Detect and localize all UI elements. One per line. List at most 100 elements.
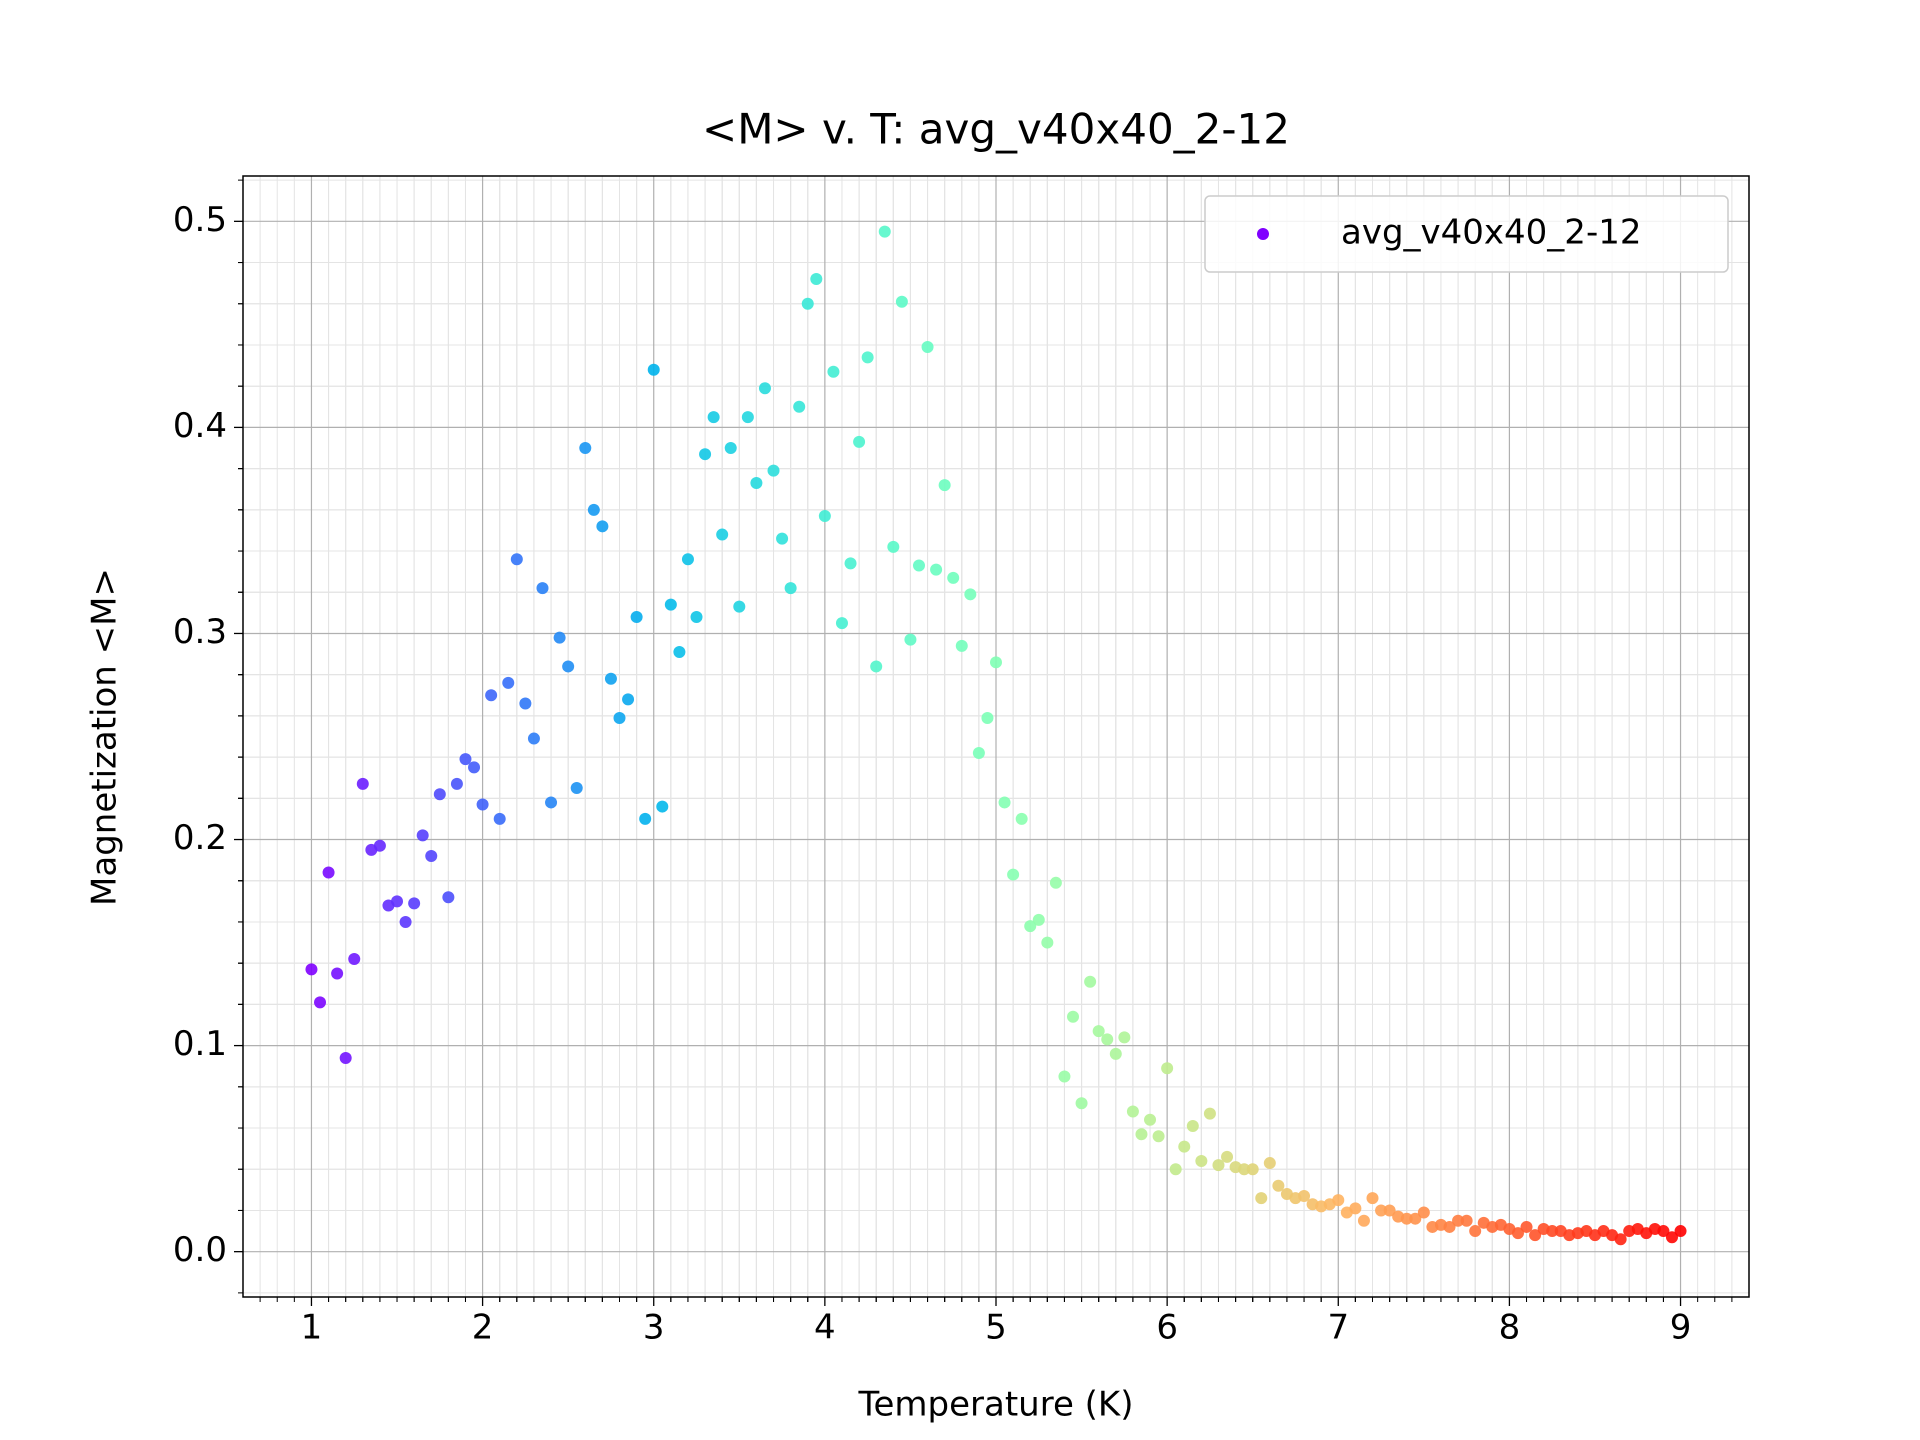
chart-title: <M> v. T: avg_v40x40_2-12 bbox=[702, 105, 1290, 154]
data-point bbox=[1255, 1192, 1268, 1205]
data-point bbox=[904, 633, 917, 646]
data-point bbox=[793, 400, 806, 413]
data-point bbox=[1007, 868, 1020, 881]
data-point bbox=[1520, 1220, 1533, 1233]
data-point bbox=[596, 520, 609, 533]
data-point bbox=[1075, 1097, 1088, 1110]
data-point bbox=[1272, 1179, 1285, 1192]
data-point bbox=[1067, 1010, 1080, 1023]
data-point bbox=[562, 660, 575, 673]
data-point bbox=[305, 963, 318, 976]
data-point bbox=[604, 672, 617, 685]
data-point bbox=[878, 225, 891, 238]
plot-frame bbox=[242, 175, 1750, 1298]
data-point bbox=[1221, 1150, 1234, 1163]
data-point bbox=[955, 639, 968, 652]
data-point bbox=[930, 563, 943, 576]
data-point bbox=[425, 850, 438, 863]
data-point bbox=[835, 617, 848, 630]
data-point bbox=[681, 553, 694, 566]
data-point bbox=[1546, 1225, 1559, 1238]
data-point bbox=[818, 510, 831, 523]
data-point bbox=[1665, 1231, 1678, 1244]
data-point bbox=[502, 676, 515, 689]
data-point bbox=[510, 553, 523, 566]
data-point bbox=[861, 351, 874, 364]
data-point bbox=[981, 711, 994, 724]
data-point bbox=[1529, 1229, 1542, 1242]
data-point bbox=[758, 382, 771, 395]
data-point bbox=[622, 693, 635, 706]
data-point bbox=[716, 528, 729, 541]
x-tick-label: 3 bbox=[643, 1308, 665, 1348]
data-point bbox=[1383, 1204, 1396, 1217]
data-point bbox=[416, 829, 429, 842]
x-tick-label: 8 bbox=[1499, 1308, 1521, 1348]
y-tick-label: 0.4 bbox=[173, 406, 227, 446]
data-point bbox=[553, 631, 566, 644]
data-point bbox=[707, 411, 720, 424]
data-point bbox=[690, 610, 703, 623]
data-point bbox=[1092, 1025, 1105, 1038]
data-point bbox=[1357, 1214, 1370, 1227]
data-point bbox=[750, 477, 763, 490]
legend-marker bbox=[1257, 228, 1269, 240]
data-point bbox=[895, 295, 908, 308]
data-point bbox=[639, 812, 652, 825]
data-point bbox=[1366, 1192, 1379, 1205]
data-point bbox=[870, 660, 883, 673]
data-point bbox=[1674, 1225, 1687, 1238]
data-point bbox=[673, 646, 686, 659]
data-point bbox=[1015, 812, 1028, 825]
data-point bbox=[536, 582, 549, 595]
data-point bbox=[998, 796, 1011, 809]
data-point bbox=[1169, 1163, 1182, 1176]
y-tick-label: 0.1 bbox=[173, 1024, 227, 1064]
data-point bbox=[947, 571, 960, 584]
data-point bbox=[741, 411, 754, 424]
data-point bbox=[801, 297, 814, 310]
data-point bbox=[1409, 1212, 1422, 1225]
data-point bbox=[767, 464, 780, 477]
data-point bbox=[519, 697, 532, 710]
data-point bbox=[1144, 1113, 1157, 1126]
data-point bbox=[1246, 1163, 1259, 1176]
data-point bbox=[1126, 1105, 1139, 1118]
data-point bbox=[1041, 936, 1054, 949]
data-point bbox=[493, 812, 506, 825]
data-point bbox=[1118, 1031, 1131, 1044]
data-point bbox=[527, 732, 540, 745]
data-point bbox=[887, 540, 900, 553]
data-point bbox=[1049, 876, 1062, 889]
data-point bbox=[1101, 1033, 1114, 1046]
data-point bbox=[1109, 1047, 1122, 1060]
y-tick-label: 0.5 bbox=[173, 200, 227, 240]
data-point bbox=[1469, 1225, 1482, 1238]
data-point bbox=[348, 953, 361, 966]
data-point bbox=[1135, 1128, 1148, 1141]
data-point bbox=[1024, 920, 1037, 933]
data-point bbox=[1238, 1163, 1251, 1176]
data-point bbox=[776, 532, 789, 545]
data-point bbox=[468, 761, 481, 774]
y-tick-label: 0.2 bbox=[173, 818, 227, 858]
data-point bbox=[844, 557, 857, 570]
data-point bbox=[485, 689, 498, 702]
data-point bbox=[1657, 1225, 1670, 1238]
data-point bbox=[373, 839, 386, 852]
data-point bbox=[613, 711, 626, 724]
data-point bbox=[391, 895, 404, 908]
data-point bbox=[912, 559, 925, 572]
x-tick-label: 2 bbox=[472, 1308, 494, 1348]
x-axis-label: Temperature (K) bbox=[857, 1385, 1133, 1425]
data-point bbox=[476, 798, 489, 811]
x-tick-label: 4 bbox=[814, 1308, 836, 1348]
legend-box bbox=[1204, 195, 1729, 273]
data-point bbox=[827, 365, 840, 378]
data-point bbox=[1084, 975, 1097, 988]
x-tick-label: 5 bbox=[985, 1308, 1007, 1348]
data-point bbox=[664, 598, 677, 611]
data-point bbox=[1058, 1070, 1071, 1083]
data-point bbox=[1032, 913, 1045, 926]
data-point bbox=[322, 866, 335, 879]
